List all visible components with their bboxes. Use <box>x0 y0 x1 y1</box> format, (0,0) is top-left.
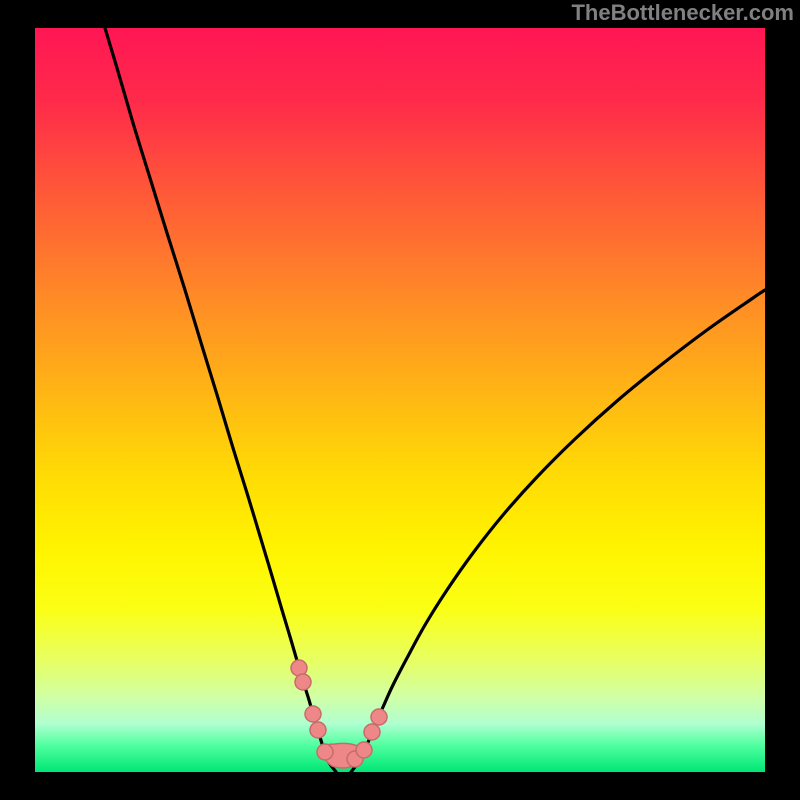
dip-marker <box>305 706 321 722</box>
dip-marker <box>317 744 333 760</box>
bottleneck-chart <box>35 28 765 772</box>
dip-marker <box>356 742 372 758</box>
gradient-background <box>35 28 765 772</box>
dip-marker <box>310 722 326 738</box>
dip-marker <box>371 709 387 725</box>
watermark-text: TheBottlenecker.com <box>571 0 794 26</box>
dip-marker <box>295 674 311 690</box>
dip-marker <box>364 724 380 740</box>
